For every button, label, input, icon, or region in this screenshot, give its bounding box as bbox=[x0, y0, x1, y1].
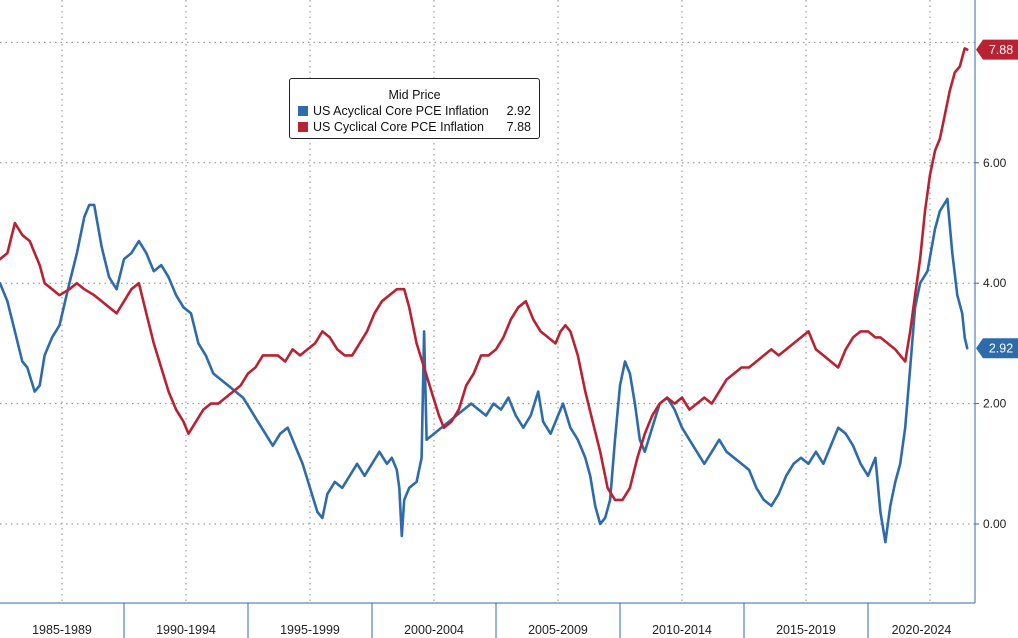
x-category-label: 2000-2004 bbox=[404, 623, 464, 637]
series-line-cyclical bbox=[0, 47, 969, 502]
x-category-label: 1990-1994 bbox=[156, 623, 216, 637]
x-category-label: 2005-2009 bbox=[528, 623, 588, 637]
legend: Mid Price US Acyclical Core PCE Inflatio… bbox=[289, 78, 540, 139]
legend-item-cyclical: US Cyclical Core PCE Inflation 7.88 bbox=[298, 119, 531, 134]
y-tick-label: 0.00 bbox=[983, 517, 1007, 531]
y-tick-label: 6.00 bbox=[983, 156, 1007, 170]
last-value-flag bbox=[976, 39, 1018, 60]
series-lines bbox=[0, 47, 969, 544]
legend-value-acyclical: 2.92 bbox=[506, 103, 531, 118]
axes bbox=[0, 0, 976, 604]
legend-label-cyclical: US Cyclical Core PCE Inflation bbox=[313, 119, 484, 134]
y-axis-ticks: 0.00 2.00 4.00 6.00 bbox=[975, 156, 1007, 531]
last-value-labels: 2.92 7.88 bbox=[976, 39, 1018, 359]
x-axis-categories: 1985-1989 1990-1994 1995-1999 2000-2004 2005… bbox=[32, 603, 951, 638]
series-line-acyclical bbox=[0, 197, 969, 544]
x-category-label: 1995-1999 bbox=[280, 623, 340, 637]
x-category-label: 2015-2019 bbox=[776, 623, 836, 637]
last-value-label: 2.92 bbox=[989, 342, 1013, 356]
last-value-label: 7.88 bbox=[989, 43, 1013, 57]
x-category-label: 2010-2014 bbox=[652, 623, 712, 637]
y-tick-label: 2.00 bbox=[983, 397, 1007, 411]
legend-item-acyclical: US Acyclical Core PCE Inflation 2.92 bbox=[298, 103, 531, 118]
legend-title: Mid Price bbox=[388, 88, 441, 102]
y-tick-label: 4.00 bbox=[983, 276, 1007, 290]
x-category-label: 2020-2024 bbox=[892, 623, 952, 637]
legend-label-acyclical: US Acyclical Core PCE Inflation bbox=[313, 103, 489, 118]
legend-swatch-cyclical bbox=[298, 121, 308, 132]
legend-swatch-acyclical bbox=[298, 105, 308, 116]
x-category-label: 1985-1989 bbox=[32, 623, 92, 637]
last-value-flag bbox=[976, 338, 1018, 359]
legend-value-cyclical: 7.88 bbox=[506, 119, 531, 134]
